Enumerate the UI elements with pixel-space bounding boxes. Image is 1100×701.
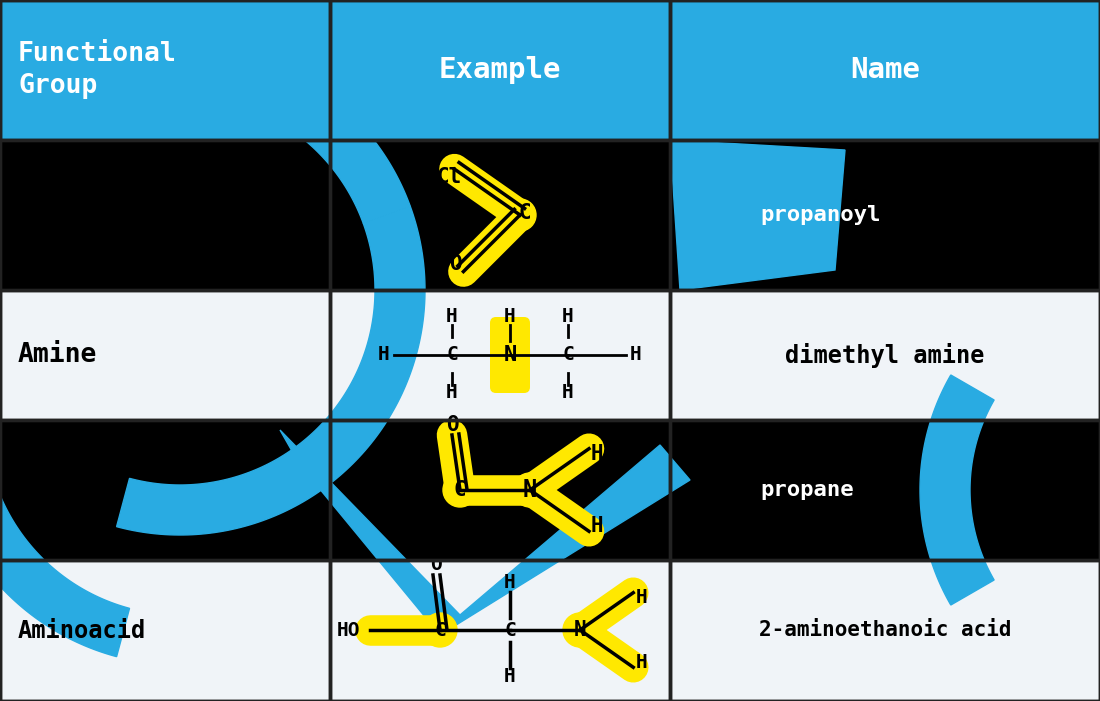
Bar [0,420,1100,560]
Text: C: C [447,346,458,365]
Text: H: H [636,588,647,607]
Text: O: O [449,254,462,273]
Text: C: C [453,480,466,500]
Text: O: O [446,415,459,435]
Text: HO: HO [337,620,360,639]
Text: H: H [591,444,603,463]
Polygon shape [117,206,425,535]
Circle shape [504,199,536,231]
Text: H: H [636,653,647,672]
Bar [0,560,1100,701]
Text: H: H [378,346,389,365]
Text: Functional
Group: Functional Group [18,41,177,99]
Text: H: H [591,517,603,536]
Text: propanoyl: propanoyl [760,205,880,225]
Text: dimethyl amine: dimethyl amine [785,343,984,367]
Polygon shape [670,140,845,290]
Polygon shape [292,89,410,224]
Text: H: H [504,573,516,592]
Text: Name: Name [850,56,920,84]
Text: C: C [519,203,531,223]
Text: H: H [562,383,574,402]
Bar [0,0,1100,140]
Polygon shape [920,375,994,605]
Text: Cl: Cl [437,167,462,187]
Text: H: H [504,308,516,327]
Text: H: H [447,383,458,402]
Circle shape [424,613,456,647]
Text: 2-aminoethanoic acid: 2-aminoethanoic acid [759,620,1011,641]
Circle shape [513,473,547,507]
Text: H: H [562,308,574,327]
Text: O: O [430,555,442,575]
Text: H: H [630,346,642,365]
Text: Aminoacid: Aminoacid [18,618,146,643]
Bar [0,140,1100,290]
Text: propane: propane [760,480,854,500]
Text: C: C [434,620,446,639]
Bar [0,290,1100,420]
Text: H: H [447,308,458,327]
Polygon shape [280,430,690,635]
Text: N: N [522,478,537,502]
Text: Amine: Amine [18,342,98,368]
Text: H: H [504,667,516,686]
Circle shape [443,473,477,507]
Text: Example: Example [439,56,561,84]
Polygon shape [0,336,130,657]
Text: N: N [574,620,586,640]
FancyBboxPatch shape [490,317,530,393]
Text: C: C [562,346,574,365]
Text: N: N [504,345,517,365]
Circle shape [563,613,597,647]
Text: C: C [504,620,516,639]
